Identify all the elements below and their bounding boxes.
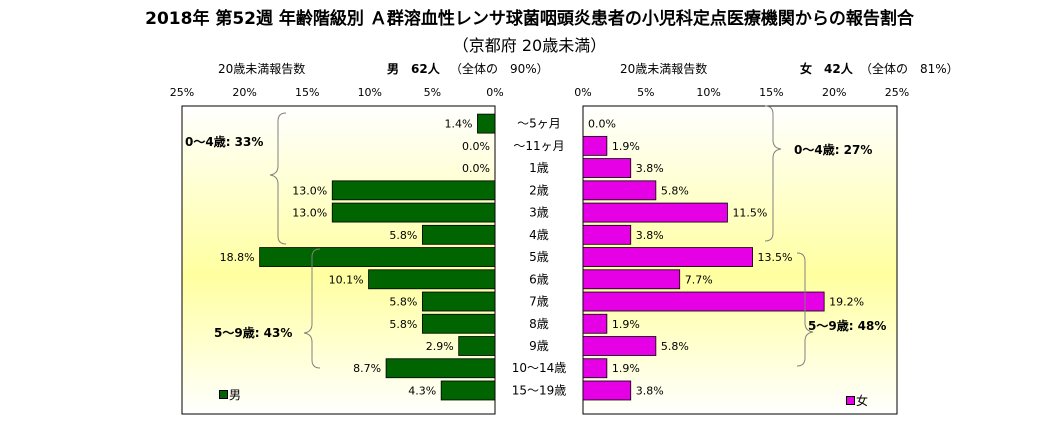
male-caption: 20歳未満報告数: [218, 62, 306, 76]
age-category-label: 4歳: [529, 228, 549, 242]
female-bar: [582, 291, 825, 312]
female-value-label: 1.9%: [612, 140, 640, 153]
age-category-label: 8歳: [529, 317, 549, 331]
age-category-label: 1歳: [529, 161, 549, 175]
female-bar: [582, 380, 632, 401]
female-x-tick-label: 5%: [637, 86, 654, 99]
age-category-label: ～5ヶ月: [517, 117, 561, 131]
male-value-label: 5.8%: [389, 318, 417, 331]
male-legend-swatch: [219, 390, 228, 399]
female-bar: [582, 135, 608, 156]
male-bar: [331, 202, 496, 223]
male-value-label: 4.3%: [408, 384, 436, 397]
age-category-label: 5歳: [529, 250, 549, 264]
male-x-tick-label: 0%: [486, 86, 503, 99]
chart-title: 2018年 第52週 年齢階級別 Ａ群溶血性レンサ球菌咽頭炎患者の小児科定点医療…: [145, 9, 914, 29]
male-x-tick-label: 10%: [358, 86, 382, 99]
male-value-label: 10.1%: [329, 273, 364, 286]
male-bar: [421, 291, 496, 312]
age-category-label: ～11ヶ月: [513, 139, 564, 153]
female-value-label: 5.8%: [661, 184, 689, 197]
female-bar: [582, 224, 632, 245]
female-x-tick-label: 0%: [574, 86, 591, 99]
female-bar: [582, 336, 657, 356]
male-0-4-brace: [269, 112, 287, 245]
male-value-label: 13.0%: [292, 207, 327, 220]
male-value-label: 2.9%: [426, 340, 454, 353]
age-category-label: 3歳: [529, 206, 549, 220]
male-value-label: 5.8%: [389, 229, 417, 242]
female-bar: [582, 358, 608, 379]
chart-subtitle: （京都府 20歳未満）: [452, 36, 607, 55]
female-x-tick-label: 25%: [885, 86, 909, 99]
age-category-label: 6歳: [529, 272, 549, 286]
female-bar: [582, 313, 608, 334]
male-x-tick-label: 15%: [295, 86, 319, 99]
male-x-tick-label: 25%: [170, 86, 194, 99]
male-bar: [331, 180, 496, 201]
female-share: （全体の 81%）: [860, 62, 959, 76]
female-5-9-brace: [796, 252, 814, 367]
female-x-tick-label: 20%: [822, 86, 846, 99]
age-category-label: 15～19歳: [512, 383, 567, 397]
male-bar: [421, 224, 496, 245]
male-value-label: 5.8%: [389, 296, 417, 309]
male-x-tick-label: 5%: [424, 86, 441, 99]
male-bar: [385, 358, 496, 379]
female-5-9-note: 5～9歳: 48%: [808, 319, 887, 333]
female-bar: [582, 247, 753, 267]
male-bar: [440, 380, 496, 401]
female-value-label: 11.5%: [732, 207, 767, 220]
female-legend-swatch: [846, 396, 855, 405]
male-0-4-note: 0～4歳: 33%: [185, 135, 264, 149]
female-value-label: 0.0%: [588, 118, 616, 131]
female-value-label: 3.8%: [636, 384, 664, 397]
male-legend-label: 男: [229, 388, 242, 402]
female-0-4-note: 0～4歳: 27%: [794, 143, 873, 157]
female-value-label: 7.7%: [685, 273, 713, 286]
male-bar: [259, 247, 496, 267]
female-count: 女 42人: [800, 62, 853, 76]
female-value-label: 1.9%: [612, 318, 640, 331]
female-value-label: 3.8%: [636, 162, 664, 175]
male-count: 男 62人: [387, 62, 440, 76]
age-category-label: 10～14歳: [512, 361, 567, 375]
female-value-label: 19.2%: [829, 296, 864, 309]
female-bar: [582, 202, 728, 223]
female-value-label: 5.8%: [661, 340, 689, 353]
male-bar: [368, 269, 496, 290]
male-value-label: 8.7%: [353, 362, 381, 375]
age-category-label: 2歳: [529, 183, 549, 197]
male-bar: [477, 113, 496, 134]
male-bar: [421, 313, 496, 334]
female-caption: 20歳未満報告数: [620, 62, 708, 76]
male-value-label: 0.0%: [462, 140, 490, 153]
female-x-tick-label: 15%: [759, 86, 783, 99]
female-value-label: 13.5%: [758, 251, 793, 264]
female-bar: [582, 180, 657, 201]
male-value-label: 18.8%: [220, 251, 255, 264]
male-value-label: 13.0%: [292, 184, 327, 197]
male-5-9-brace: [303, 248, 321, 369]
female-value-label: 3.8%: [636, 229, 664, 242]
female-0-4-brace: [764, 105, 782, 242]
male-x-tick-label: 20%: [232, 86, 256, 99]
male-share: （全体の 90%）: [450, 62, 549, 76]
female-bar: [582, 269, 681, 290]
male-value-label: 0.0%: [462, 162, 490, 175]
male-5-9-note: 5～9歳: 43%: [214, 326, 293, 340]
male-bar: [458, 336, 496, 356]
female-value-label: 1.9%: [612, 362, 640, 375]
age-category-label: 9歳: [529, 339, 549, 353]
age-category-label: 7歳: [529, 295, 549, 309]
female-x-tick-label: 10%: [696, 86, 720, 99]
female-bar: [582, 158, 632, 178]
male-value-label: 1.4%: [445, 118, 473, 131]
female-legend-label: 女: [856, 394, 869, 408]
